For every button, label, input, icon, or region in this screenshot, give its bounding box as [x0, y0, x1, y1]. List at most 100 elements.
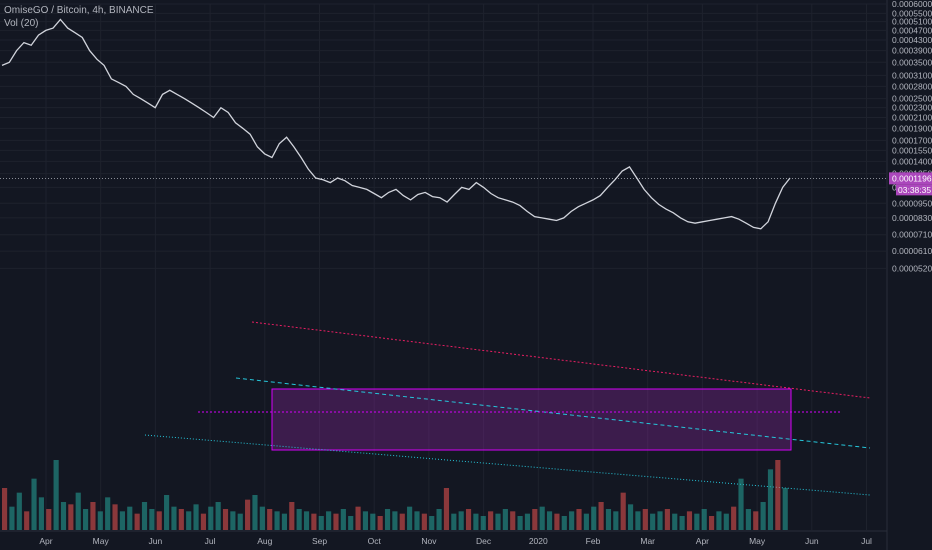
volume-bar — [178, 509, 184, 530]
volume-bar — [149, 509, 155, 530]
legend-volume[interactable]: Vol (20) — [4, 18, 39, 29]
volume-bar — [591, 506, 597, 530]
volume-bar — [694, 513, 700, 530]
volume-bar — [355, 506, 361, 530]
y-tick-label: 0.0001700 — [892, 135, 932, 145]
volume-bar — [561, 516, 567, 530]
volume-bar — [723, 513, 729, 530]
lower-trendline — [144, 434, 871, 496]
volume-bar — [97, 511, 103, 530]
volume-bar — [738, 478, 744, 530]
y-tick-label: 0.0002300 — [892, 103, 932, 113]
y-tick-label: 0.0000710 — [892, 230, 932, 240]
volume-bar — [141, 502, 148, 530]
x-tick-label: Apr — [39, 536, 52, 546]
volume-bar — [326, 511, 332, 530]
volume-bar — [576, 509, 582, 530]
volume-bar — [465, 509, 472, 530]
volume-bar — [701, 509, 707, 530]
volume-bar — [753, 511, 759, 530]
volume-bar — [75, 492, 81, 530]
volume-bar — [296, 509, 302, 530]
volume-bar — [230, 511, 236, 530]
volume-bar — [281, 513, 288, 530]
x-tick-label: Sep — [312, 536, 327, 546]
volume-bar — [657, 511, 663, 530]
volume-bar — [664, 509, 670, 530]
volume-bar — [333, 513, 339, 530]
x-tick-label: Jul — [861, 536, 872, 546]
y-tick-label: 0.0000830 — [892, 213, 932, 223]
y-tick-label: 0.0000610 — [892, 246, 932, 256]
volume-bar — [83, 509, 89, 530]
volume-bar — [200, 513, 206, 530]
y-tick-label: 0.0001550 — [892, 145, 932, 155]
volume-bar — [222, 509, 229, 530]
volume-bar — [546, 511, 553, 530]
x-tick-label: Aug — [257, 536, 272, 546]
volume-bar — [488, 511, 494, 530]
volume-bar — [171, 506, 177, 530]
x-tick-label: Jun — [149, 536, 163, 546]
middle-trendline — [235, 377, 871, 449]
current-price-label: 0.0001196 — [892, 173, 932, 183]
x-tick-label: Feb — [586, 536, 601, 546]
volume-bar — [679, 516, 685, 530]
volume-bar — [392, 511, 398, 530]
volume-bar — [510, 511, 516, 530]
volume-bar — [760, 502, 766, 530]
volume-bar — [775, 460, 781, 530]
channel-box — [271, 388, 792, 451]
volume-bar — [554, 513, 560, 530]
volume-bar — [731, 506, 737, 530]
volume-bar — [620, 492, 626, 530]
y-tick-label: 0.0005100 — [892, 17, 932, 27]
volume-bar — [480, 516, 486, 530]
volume-bar — [635, 511, 641, 530]
volume-bar — [613, 511, 619, 530]
y-tick-label: 0.0000950 — [892, 198, 932, 208]
volume-bar — [569, 511, 575, 530]
volume-bar — [716, 511, 722, 530]
y-tick-label: 0.0001400 — [892, 156, 932, 166]
volume-bar — [274, 511, 280, 530]
volume-bar — [414, 511, 420, 530]
volume-bar — [407, 506, 413, 530]
x-tick-label: Jul — [205, 536, 216, 546]
volume-bar — [421, 513, 427, 530]
x-tick-label: Apr — [696, 536, 709, 546]
volume-bar — [38, 497, 44, 530]
volume-bar — [495, 513, 501, 530]
volume-bar — [303, 511, 310, 530]
x-tick-label: Mar — [640, 536, 655, 546]
volume-bar — [539, 506, 545, 530]
volume-bar — [208, 506, 214, 530]
volume-bar — [9, 506, 15, 530]
volume-bar — [134, 513, 140, 530]
volume-bar — [237, 513, 243, 530]
volume-bar — [127, 506, 133, 530]
x-tick-label: 2020 — [529, 536, 548, 546]
volume-bar — [502, 509, 508, 530]
volume-bar — [605, 509, 612, 530]
volume-bar — [105, 497, 111, 530]
volume-bar — [517, 516, 523, 530]
volume-bar — [2, 488, 8, 530]
volume-bar — [252, 495, 258, 530]
volume-bar — [311, 513, 317, 530]
price-series — [1, 18, 791, 230]
y-tick-label: 0.0004700 — [892, 25, 932, 35]
volume-bar — [650, 513, 656, 530]
y-tick-label: 0.0001900 — [892, 123, 932, 133]
volume-bar — [46, 509, 52, 530]
x-tick-label: Oct — [368, 536, 382, 546]
legend-symbol[interactable]: OmiseGO / Bitcoin, 4h, BINANCE — [4, 5, 154, 16]
volume-bar — [90, 502, 96, 530]
x-tick-label: Nov — [421, 536, 437, 546]
y-tick-label: 0.0000520 — [892, 263, 932, 273]
volume-bar — [458, 511, 464, 530]
volume-bar — [16, 492, 22, 530]
